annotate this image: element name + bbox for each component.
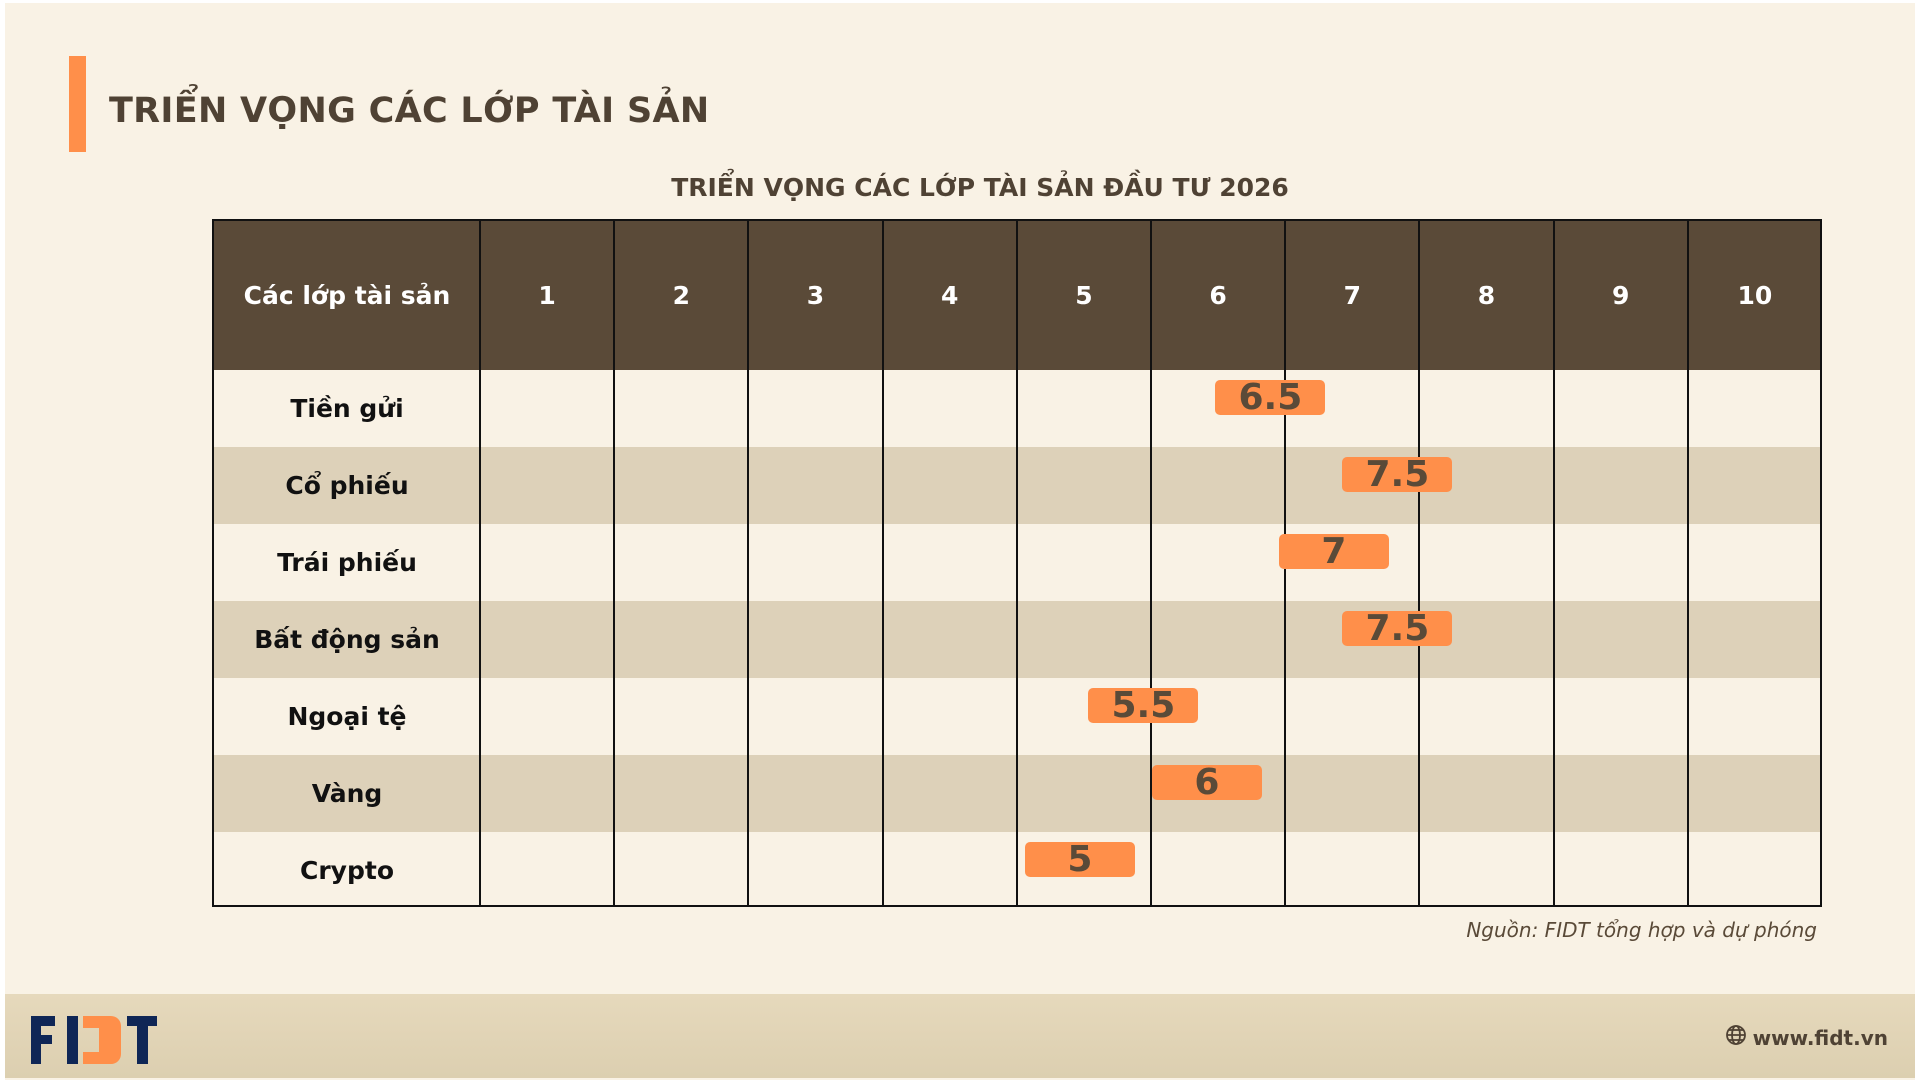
column-divider [479,221,481,905]
column-divider [1686,221,1689,905]
asset-class-label: Ngoại tệ [287,702,407,731]
score-badge: 7.5 [1342,610,1453,646]
score-badge: 5.5 [1088,687,1199,723]
globe-icon [1725,1024,1747,1051]
slide: TRIỂN VỌNG CÁC LỚP TÀI SẢN TRIỂN VỌNG CÁ… [5,3,1915,1080]
table-row: Ngoại tệ [214,678,1820,755]
header-score-2: 2 [672,281,690,310]
asset-class-label: Vàng [311,779,383,808]
website-text: www.fidt.vn [1752,1025,1888,1050]
column-divider [1015,221,1018,905]
column-divider [613,221,616,905]
score-badge: 6 [1151,764,1262,800]
header-score-7: 7 [1343,281,1361,310]
asset-class-label: Crypto [300,856,394,885]
asset-class-label: Bất động sản [254,625,440,654]
header-score-8: 8 [1477,281,1496,310]
score-badge: 5 [1024,841,1135,877]
column-divider [1150,221,1152,905]
table-row: Tiền gửi [214,370,1820,447]
score-badge: 7 [1278,533,1389,569]
header-asset-classes: Các lớp tài sản [243,281,451,310]
title-accent-bar [69,56,86,152]
page-title: TRIỂN VỌNG CÁC LỚP TÀI SẢN [109,91,710,131]
header-score-1: 1 [538,281,556,310]
header-score-6: 6 [1209,281,1227,310]
header-score-3: 3 [806,281,825,310]
asset-outlook-table: Các lớp tài sản 1 2 3 4 5 6 7 8 9 10 Tiền gửi Cổ p… [212,219,1822,907]
table-row: Trái phiếu [214,524,1820,601]
column-divider [881,221,884,905]
asset-class-label: Tiền gửi [290,394,404,423]
website-link[interactable]: www.fidt.vn [1725,1024,1888,1051]
source-note: Nguồn: FIDT tổng hợp và dự phóng [1466,918,1817,942]
column-divider [1552,221,1555,905]
header-score-5: 5 [1075,281,1093,310]
header-score-9: 9 [1611,281,1630,310]
asset-class-label: Trái phiếu [277,548,417,577]
table-row: Crypto [214,832,1820,909]
footer: www.fidt.vn [5,994,1915,1078]
fidt-logo [31,1014,157,1070]
column-divider [747,221,750,905]
score-badge: 7.5 [1342,456,1453,492]
asset-class-label: Cổ phiếu [285,471,409,500]
header-score-10: 10 [1737,281,1773,310]
column-divider [1418,221,1421,905]
chart-title: TRIỂN VỌNG CÁC LỚP TÀI SẢN ĐẦU TƯ 2026 [671,173,1289,202]
header-score-4: 4 [940,281,959,310]
score-badge: 6.5 [1215,379,1326,415]
